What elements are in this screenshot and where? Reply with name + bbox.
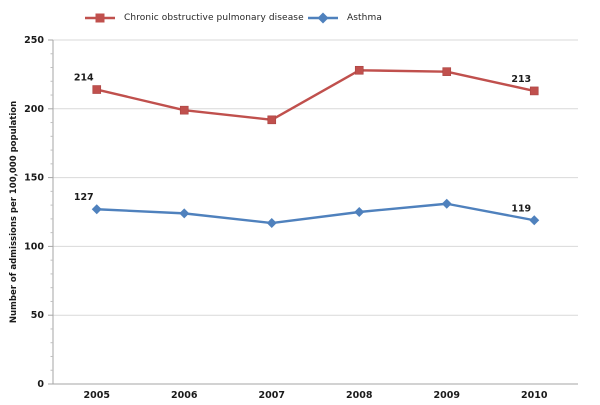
data-point-marker [179,105,189,115]
x-tick-labels: 2005 2006 2007 2008 2009 2010 [84,390,548,401]
data-point-marker [354,65,364,75]
y-tick-label: 100 [24,241,44,252]
legend-label-asthma: Asthma [347,13,382,23]
series-copd [92,65,539,125]
data-label: 213 [511,74,531,85]
data-label: 127 [74,192,94,203]
series-data-labels: 214 213 [74,73,531,85]
data-point-marker [529,215,540,226]
data-point-marker [266,218,277,229]
data-label: 214 [74,73,94,84]
legend-label-copd: Chronic obstructive pulmonary disease [124,13,304,23]
x-tick-label: 2008 [346,390,373,401]
legend-item-asthma: Asthma [308,10,382,26]
copd-legend-marker-icon [85,12,115,24]
y-axis-ticks [48,39,53,385]
x-tick-label: 2007 [259,390,285,401]
y-tick-label: 150 [24,173,44,184]
data-point-marker [354,207,365,217]
chart-legend: Chronic obstructive pulmonary disease As… [0,10,600,28]
data-label: 119 [511,203,531,214]
series-line [96,69,535,122]
data-point-marker [92,85,102,94]
data-point-marker [442,67,452,76]
x-tick-label: 2005 [84,390,110,401]
y-tick-label: 200 [24,104,44,115]
x-tick-label: 2010 [521,390,548,401]
data-point-marker [179,208,190,219]
data-point-marker [91,204,102,215]
data-point-marker [529,86,539,96]
series-data-labels: 127 119 [74,192,531,214]
series-line [96,202,535,225]
data-point-marker [441,198,452,209]
legend-item-copd: Chronic obstructive pulmonary disease [85,10,304,26]
data-point-marker [267,115,277,125]
axes [52,40,578,385]
x-tick-label: 2009 [434,390,460,401]
y-tick-label: 50 [31,310,45,321]
asthma-legend-marker-icon [308,12,338,24]
y-tick-labels: 0 50 100 150 200 250 [24,35,44,390]
y-tick-label: 0 [37,379,44,390]
series-asthma [91,198,540,229]
y-axis-title: Number of admissions per 100,000 populat… [9,101,19,323]
gridlines [53,39,578,316]
y-tick-label: 250 [24,35,44,46]
x-tick-label: 2006 [171,390,198,401]
